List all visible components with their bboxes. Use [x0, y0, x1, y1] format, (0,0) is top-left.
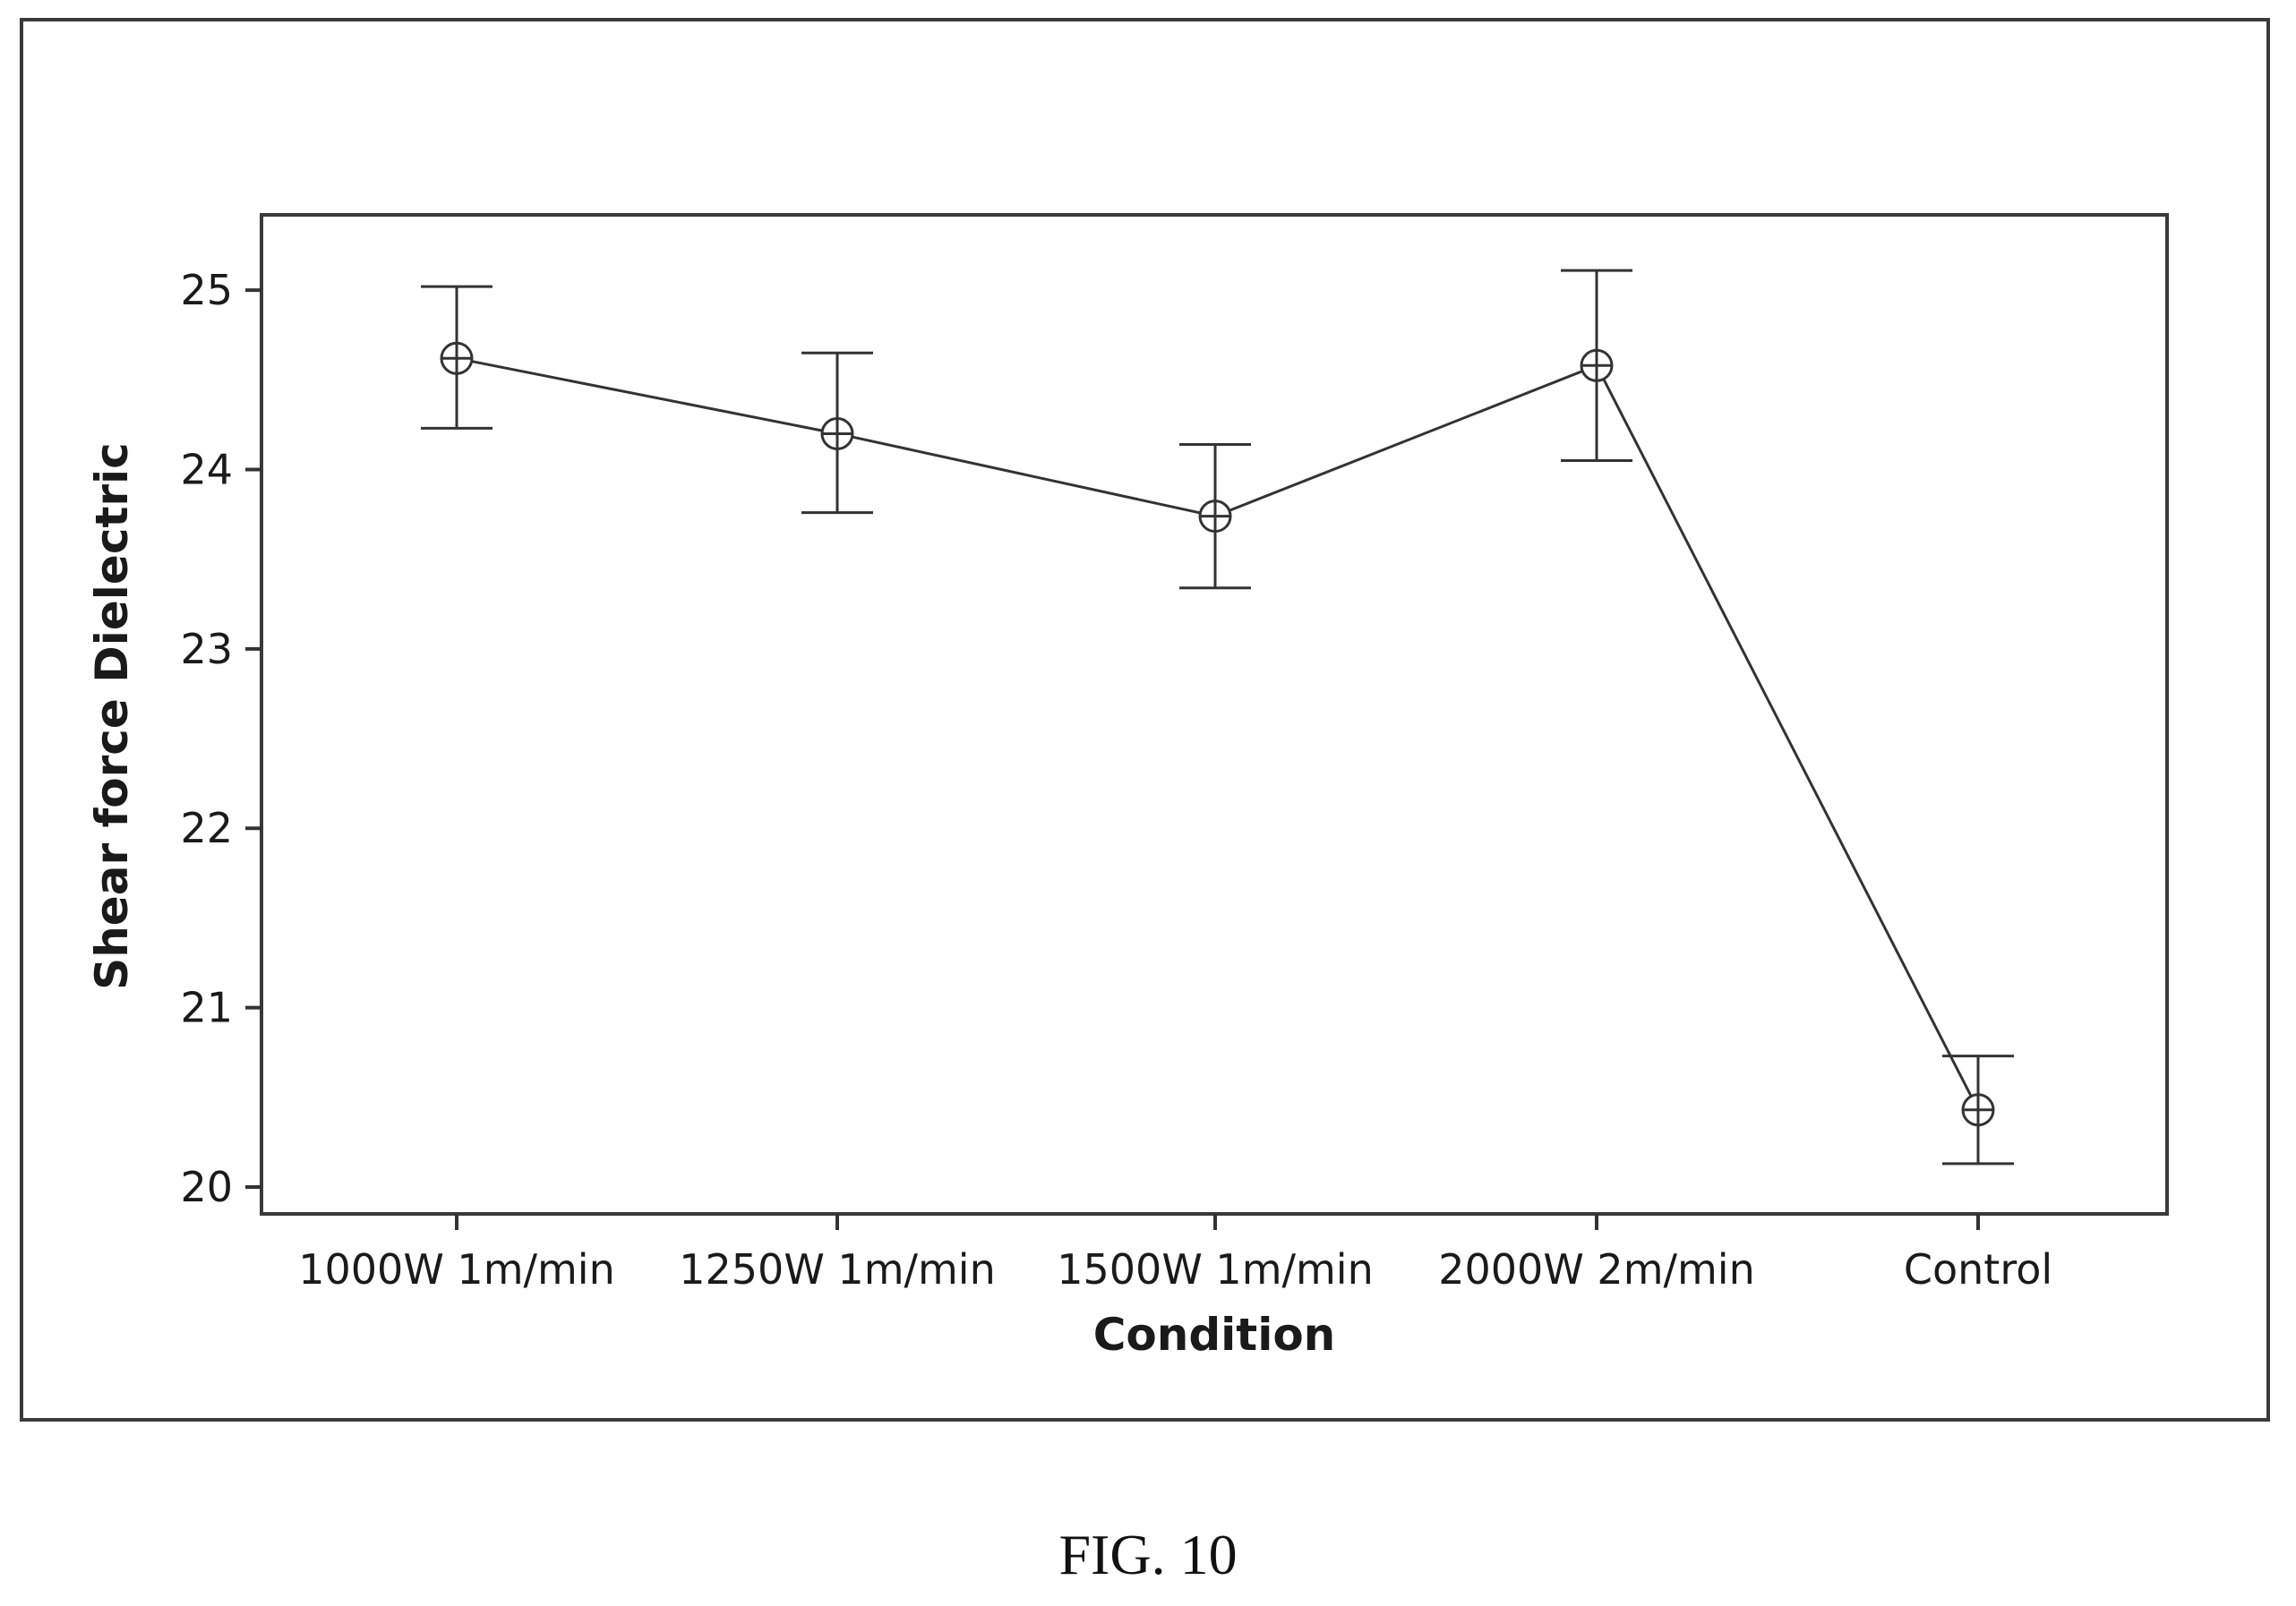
series-polyline	[456, 356, 1980, 1111]
figure-caption: FIG. 10	[1058, 1523, 1238, 1586]
y-tick-label: 25	[180, 266, 233, 314]
x-tick-label: 1250W 1m/min	[679, 1245, 996, 1294]
data-point	[440, 341, 474, 375]
x-axis-title: Condition	[1093, 1309, 1336, 1361]
data-markers	[440, 341, 1995, 1127]
y-tick-label: 24	[180, 446, 233, 494]
series-line	[456, 356, 1980, 1111]
x-tick-label: Control	[1904, 1245, 2052, 1294]
y-tick-label: 22	[180, 804, 233, 852]
plot-area	[260, 213, 2169, 1216]
data-point	[1580, 348, 1614, 382]
chart-frame	[20, 18, 2270, 1422]
y-tick-label: 20	[180, 1163, 233, 1211]
data-point	[820, 416, 854, 450]
data-point	[1198, 500, 1232, 534]
x-tick-label: 1500W 1m/min	[1057, 1245, 1374, 1294]
x-axis: 1000W 1m/min 1250W 1m/min 1500W 1m/min 2000…	[298, 1214, 2052, 1294]
error-bars	[421, 269, 2014, 1166]
y-axis-title: Shear force Dielectric	[86, 442, 138, 990]
x-tick-label: 2000W 2m/min	[1438, 1245, 1755, 1294]
y-tick-label: 21	[180, 984, 233, 1032]
data-point	[1961, 1093, 1995, 1127]
y-tick-label: 23	[180, 625, 233, 673]
y-axis: 20 21 22 23 24 25	[180, 266, 261, 1211]
x-tick-label: 1000W 1m/min	[298, 1245, 615, 1294]
